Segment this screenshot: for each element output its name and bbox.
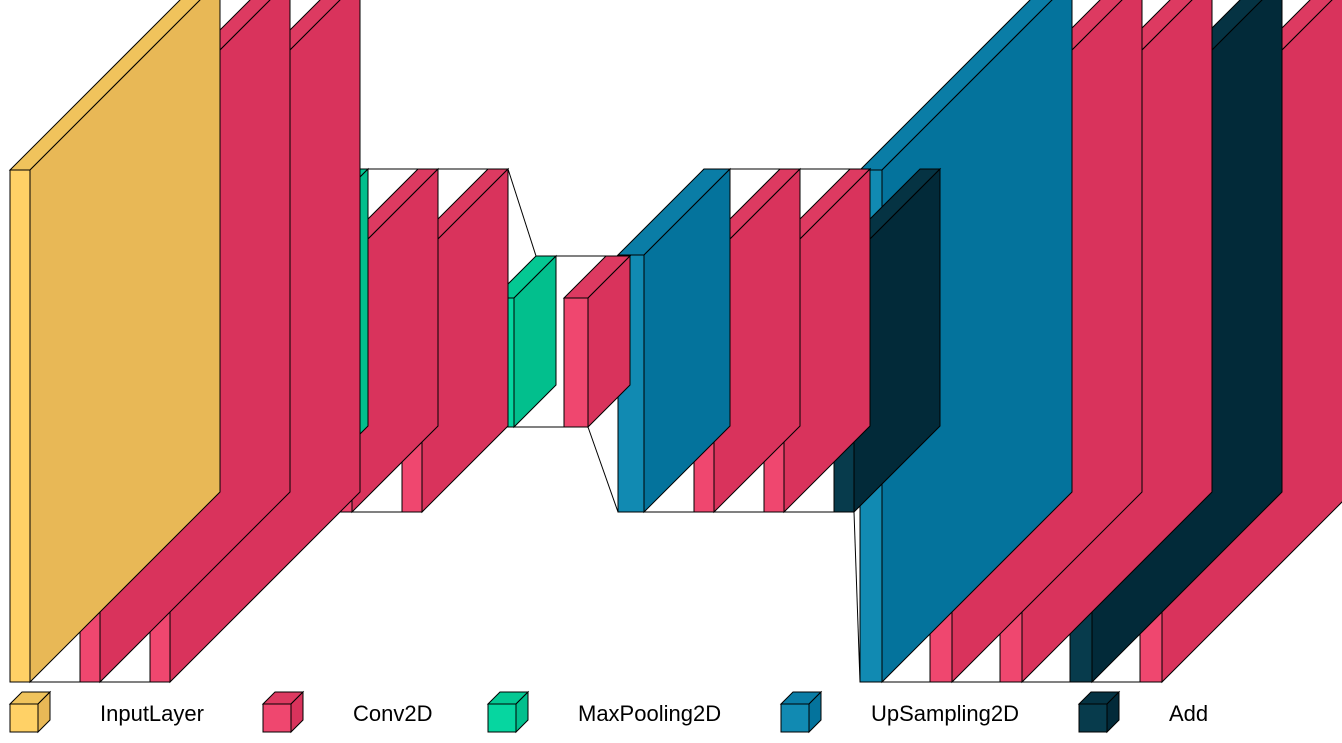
layer-7-conv [562, 254, 632, 429]
swatch-add [1077, 690, 1121, 734]
layer-8-upsample [616, 167, 732, 514]
legend-item-upsampling2d: UpSampling2D [779, 690, 1019, 734]
swatch-upsample [779, 690, 823, 734]
legend-item-conv2d: Conv2D [261, 690, 432, 734]
maxpooling2d-swatch-icon [486, 690, 530, 734]
connector-bottom-11 [853, 511, 861, 683]
layer-7-conv-front [563, 297, 589, 428]
legend-item-inputlayer: InputLayer [8, 690, 204, 734]
swatch-conv-front [262, 703, 292, 733]
swatch-input [8, 690, 52, 734]
upsampling2d-swatch-icon [779, 690, 823, 734]
legend-label-conv2d: Conv2D [353, 701, 432, 726]
add-swatch-icon [1077, 690, 1121, 734]
layer-stack [8, 0, 1342, 684]
legend-label-inputlayer: InputLayer [100, 701, 204, 726]
swatch-input-front [9, 703, 39, 733]
layer-0-input [8, 0, 221, 684]
legend-label-maxpooling2d: MaxPooling2D [578, 701, 721, 726]
swatch-add-front [1078, 703, 1108, 733]
swatch-pool [486, 690, 530, 734]
legend-label-add: Add [1169, 701, 1208, 726]
swatch-conv [261, 690, 305, 734]
swatch-pool-front [487, 703, 517, 733]
swatch-upsample-front [780, 703, 810, 733]
legend: InputLayer Conv2D MaxPooling2D UpSamplin… [8, 690, 1208, 734]
connector-bottom-7 [587, 426, 619, 513]
conv2d-swatch-icon [261, 690, 305, 734]
layer-0-input-front [9, 169, 31, 683]
legend-label-upsampling2d: UpSampling2D [871, 701, 1019, 726]
inputlayer-swatch-icon [8, 690, 52, 734]
legend-item-maxpooling2d: MaxPooling2D [486, 690, 721, 734]
connector-top-5 [507, 168, 537, 257]
legend-item-add: Add [1077, 690, 1208, 734]
